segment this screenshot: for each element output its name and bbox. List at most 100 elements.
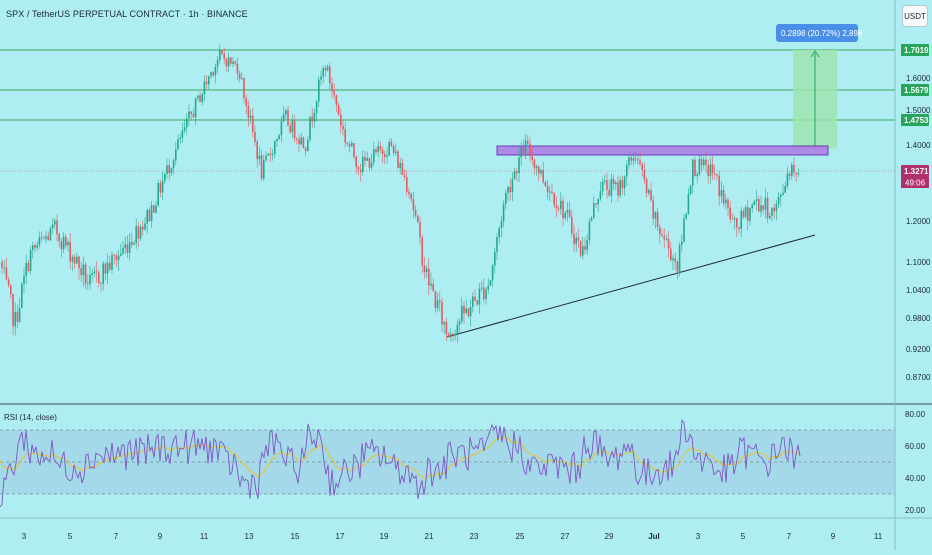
candle-body (555, 204, 558, 209)
candle-body (91, 273, 93, 275)
candle-body (573, 233, 575, 245)
price-label-bg (901, 44, 929, 56)
candles (1, 44, 800, 343)
candle-body (333, 91, 335, 96)
candle-body (49, 228, 52, 241)
candle-body (628, 157, 630, 165)
time-tick: 15 (291, 532, 300, 541)
candle-body (729, 207, 731, 219)
candle-body (465, 308, 467, 314)
candle-body (243, 78, 245, 99)
time-tick: 19 (380, 532, 389, 541)
candle-body (199, 95, 201, 103)
candle-body (478, 288, 481, 305)
candle-body (472, 296, 474, 307)
candle-body (34, 245, 36, 248)
candle-body (296, 138, 298, 140)
candle-body (489, 280, 492, 286)
candle-body (40, 237, 43, 239)
candle-body (172, 160, 175, 169)
rsi-title: RSI (14, close) (4, 413, 57, 422)
candle-body (771, 207, 773, 216)
candle-body (397, 151, 399, 169)
candle-body (626, 164, 628, 177)
candle-body (694, 159, 696, 177)
candle-body (608, 189, 610, 196)
candle-body (43, 237, 45, 239)
candle-body (795, 172, 797, 175)
currency-button[interactable]: USDT (902, 5, 928, 27)
candle-body (665, 239, 668, 241)
candle-body (623, 176, 626, 189)
time-tick: 23 (470, 532, 479, 541)
candle-body (221, 50, 223, 54)
time-tick: 13 (245, 532, 254, 541)
candle-body (738, 227, 740, 229)
candle-body (615, 182, 617, 185)
time-tick: 25 (516, 532, 525, 541)
candle-body (21, 283, 23, 309)
candle-body (89, 274, 91, 284)
price-tick: 1.2000 (906, 217, 931, 226)
candle-body (260, 155, 263, 179)
candle-body (269, 153, 272, 156)
candle-body (282, 114, 285, 122)
candle-body (102, 263, 104, 284)
candle-body (183, 127, 186, 131)
candle-body (238, 73, 241, 80)
candle-body (315, 101, 318, 113)
candle-body (780, 194, 782, 197)
candle-body (731, 218, 734, 220)
rsi-tick: 60.00 (905, 442, 926, 451)
candle-body (36, 245, 38, 248)
candle-body (137, 226, 140, 239)
candle-body (104, 263, 107, 274)
candle-body (168, 165, 170, 173)
candle-body (223, 53, 225, 59)
candle-body (632, 158, 635, 161)
candle-body (133, 242, 135, 245)
candle-body (285, 110, 287, 115)
candle-body (593, 203, 595, 218)
candle-body (672, 258, 674, 261)
candle-body (247, 105, 250, 119)
price-label: 1.5679 (904, 86, 929, 95)
candle-body (408, 191, 410, 195)
candle-body (575, 237, 577, 245)
candle-body (353, 142, 355, 157)
candle-body (386, 155, 388, 157)
candle-body (348, 144, 351, 147)
candle-body (571, 216, 573, 234)
candle-body (520, 146, 522, 158)
candle-body (318, 79, 320, 102)
candle-body (760, 205, 762, 212)
candle-body (406, 177, 408, 192)
candle-body (782, 192, 784, 195)
candle-body (214, 67, 217, 76)
candle-body (117, 255, 120, 261)
candle-body (370, 162, 373, 168)
candle-body (716, 174, 718, 176)
price-tick: 1.6000 (906, 74, 931, 83)
candle-body (498, 228, 500, 238)
candle-body (531, 156, 533, 160)
candle-body (73, 256, 76, 264)
time-tick: 17 (336, 532, 345, 541)
candle-body (485, 289, 487, 300)
candle-body (458, 321, 461, 325)
countdown-label: 49:06 (905, 179, 926, 188)
candle-body (51, 224, 54, 229)
candle-body (362, 156, 364, 173)
candle-body (597, 199, 599, 205)
candle-body (245, 98, 247, 106)
candle-body (3, 267, 5, 269)
candle-body (487, 285, 489, 290)
candle-body (634, 158, 637, 160)
candle-body (500, 221, 503, 229)
candle-body (32, 245, 34, 250)
candle-body (601, 181, 604, 192)
candle-body (450, 333, 452, 337)
candle-body (751, 204, 753, 208)
